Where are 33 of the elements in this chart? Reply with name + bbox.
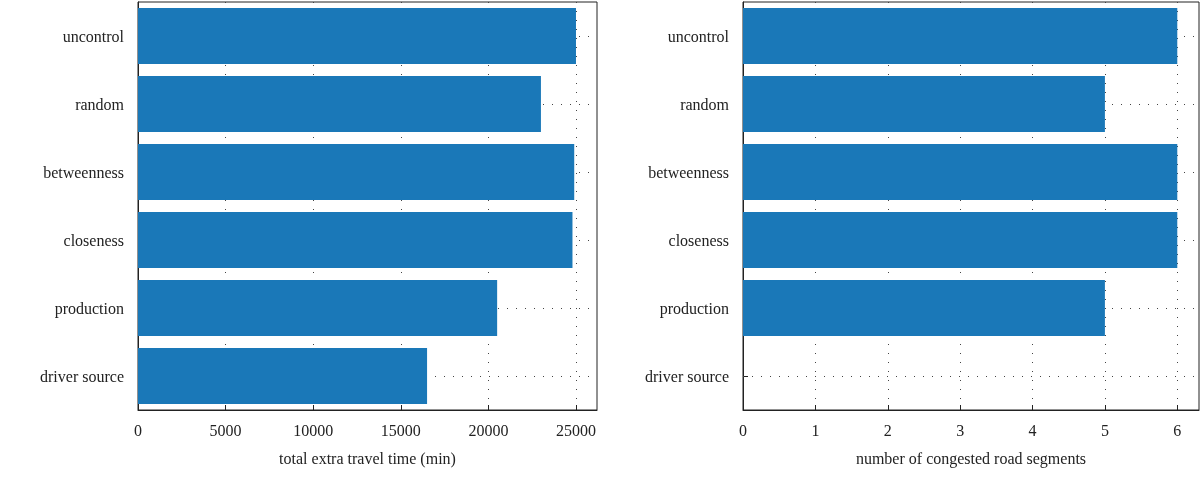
y-tick-label: random xyxy=(75,95,125,113)
y-tick-label: betweenness xyxy=(43,163,124,181)
x-tick-label: 5000 xyxy=(209,421,242,439)
y-tick-label: driver source xyxy=(645,367,729,385)
x-tick-label: 25000 xyxy=(555,421,596,439)
x-tick-label: 10000 xyxy=(293,421,334,439)
y-tick-label: betweenness xyxy=(648,163,729,181)
bar xyxy=(138,280,498,336)
y-tick-label: production xyxy=(659,299,729,318)
y-tick-label: closeness xyxy=(63,231,124,249)
x-tick-label: 4 xyxy=(1028,421,1037,439)
bar xyxy=(138,212,573,268)
x-tick-label: 2 xyxy=(883,421,892,439)
y-tick-label: uncontrol xyxy=(62,27,125,45)
y-tick-label: production xyxy=(54,299,124,318)
x-tick-label: 6 xyxy=(1173,421,1182,439)
x-tick-label: 3 xyxy=(956,421,965,439)
x-tick-label: 15000 xyxy=(380,421,421,439)
y-tick-label: driver source xyxy=(40,367,124,385)
x-tick-label: 5 xyxy=(1100,421,1109,439)
y-tick-label: uncontrol xyxy=(667,27,730,45)
x-tick-label: 0 xyxy=(739,421,747,439)
y-tick-label: closeness xyxy=(668,231,729,249)
x-tick-label: 0 xyxy=(134,421,142,439)
bar xyxy=(138,76,541,132)
x-tick-label: 1 xyxy=(811,421,820,439)
x-axis-title: total extra travel time (min) xyxy=(279,449,456,468)
bar xyxy=(138,144,575,200)
x-axis-title: number of congested road segments xyxy=(855,449,1087,468)
y-tick-label: random xyxy=(680,95,730,113)
x-tick-label: 20000 xyxy=(468,421,509,439)
bar xyxy=(138,8,576,64)
bar xyxy=(138,348,428,404)
